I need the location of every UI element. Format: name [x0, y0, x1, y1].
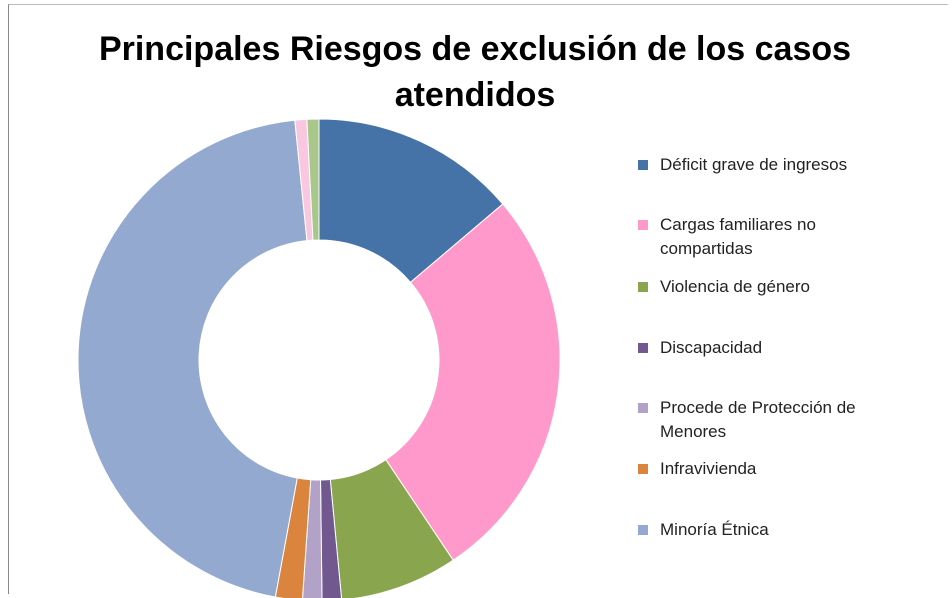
legend-item: Discapacidad: [638, 336, 908, 360]
donut-slice: [329, 458, 454, 598]
legend-swatch: [638, 282, 648, 292]
legend-swatch: [638, 220, 648, 230]
legend-item: Minoría Étnica: [638, 518, 908, 542]
chart-title: Principales Riesgos de exclusión de los …: [98, 30, 852, 114]
legend-label: Infravivienda: [660, 459, 757, 478]
legend-item: Infravivienda: [638, 457, 908, 481]
legend-swatch: [638, 160, 648, 170]
legend-swatch: [638, 403, 648, 413]
legend-label: Minoría Étnica: [660, 520, 769, 539]
legend-item: Violencia de género: [638, 275, 908, 299]
donut-slice: [306, 118, 320, 241]
legend-label: Procede de Protección de Menores: [660, 398, 856, 441]
donut-slice: [385, 203, 561, 561]
legend-item: Cargas familiares no compartidas: [638, 213, 908, 261]
legend-item: Déficit grave de ingresos: [638, 153, 908, 177]
legend-swatch: [638, 343, 648, 353]
legend-label: Violencia de género: [660, 277, 810, 296]
legend-label: Discapacidad: [660, 338, 763, 357]
legend-swatch: [638, 464, 648, 474]
legend-item: Procede de Protección de Menores: [638, 396, 908, 444]
legend-label: Cargas familiares no compartidas: [660, 215, 816, 258]
donut-slice: [318, 118, 504, 284]
legend-label: Déficit grave de ingresos: [660, 155, 848, 174]
legend-swatch: [638, 525, 648, 535]
donut-slice: [77, 119, 308, 598]
chart-border: [8, 4, 948, 594]
